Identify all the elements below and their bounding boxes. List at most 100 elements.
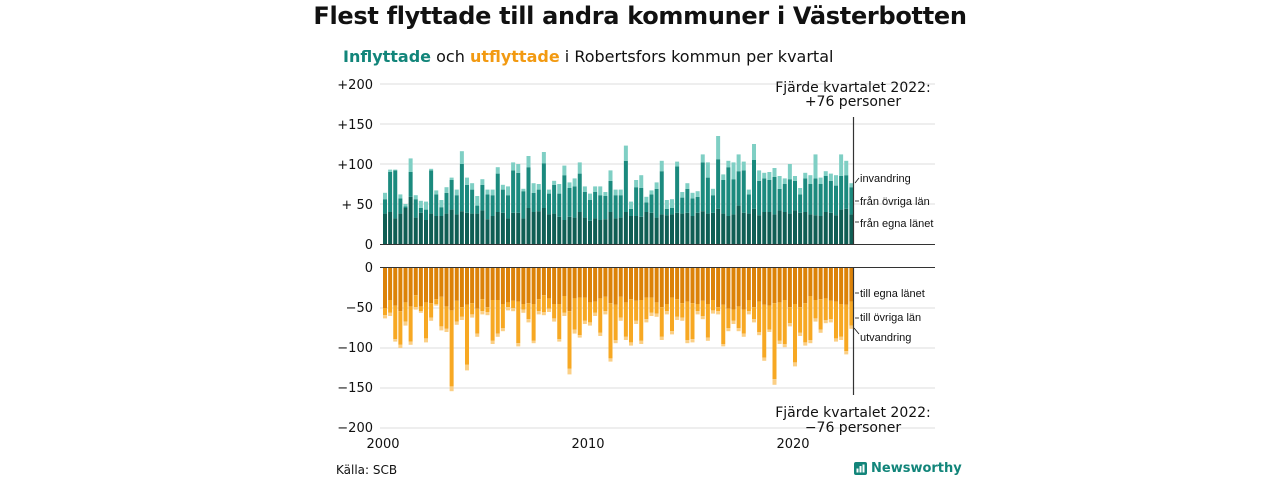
bar-in-other — [767, 180, 772, 212]
bar-in-emigration — [521, 188, 526, 192]
bar-out-other — [808, 296, 813, 340]
bar-in-emigration — [588, 193, 592, 200]
bar-out-emigration — [844, 351, 849, 355]
bar-in-other — [639, 188, 644, 217]
bar-out-emigration — [623, 336, 628, 340]
bar-out-other — [762, 304, 767, 358]
bar-out-other — [777, 302, 782, 341]
bar-out-county — [470, 268, 475, 304]
bar-out-county — [685, 268, 690, 302]
bar-out-county — [700, 268, 705, 301]
bar-out-county — [675, 268, 680, 300]
bar-in-other — [680, 197, 685, 214]
bar-in-county — [577, 212, 582, 244]
bar-out-other — [562, 296, 567, 313]
label-utvandring: utvandring — [860, 332, 911, 344]
bar-out-other — [716, 307, 721, 312]
bottom-y-tick: −150 — [337, 381, 373, 396]
bar-in-emigration — [465, 177, 469, 185]
bar-in-other — [629, 208, 633, 216]
bar-in-county — [383, 213, 387, 244]
bar-in-county — [828, 212, 833, 244]
bar-out-emigration — [741, 333, 746, 337]
bar-in-emigration — [459, 151, 464, 164]
bar-out-emigration — [664, 311, 669, 315]
bar-out-county — [746, 268, 751, 300]
bar-in-emigration — [762, 172, 767, 179]
bar-in-county — [711, 212, 715, 244]
bar-out-county — [516, 268, 521, 302]
bar-in-other — [424, 209, 428, 220]
bar-out-other — [726, 308, 731, 328]
bar-out-county — [572, 268, 577, 299]
bar-in-emigration — [654, 182, 659, 189]
bar-out-other — [603, 296, 608, 312]
bar-out-other — [403, 302, 408, 322]
bar-out-county — [793, 268, 797, 304]
bar-out-emigration — [511, 308, 516, 312]
bar-in-emigration — [475, 196, 480, 206]
bar-out-emigration — [675, 316, 680, 320]
bar-in-other — [736, 171, 741, 206]
bar-in-emigration — [711, 188, 715, 196]
bar-in-other — [500, 189, 505, 213]
bar-out-emigration — [690, 339, 695, 343]
bar-out-emigration — [649, 312, 654, 316]
bar-out-emigration — [552, 318, 557, 322]
bar-in-county — [398, 213, 403, 244]
bar-in-emigration — [485, 189, 490, 195]
bar-out-county — [736, 268, 741, 307]
bar-in-other — [828, 180, 833, 213]
bar-in-county — [757, 215, 762, 244]
bar-out-emigration — [582, 320, 587, 324]
bar-in-other — [603, 196, 608, 220]
bar-in-county — [449, 209, 454, 244]
bar-out-emigration — [485, 312, 490, 316]
bar-in-emigration — [562, 165, 567, 176]
bar-out-county — [731, 268, 736, 310]
bar-out-other — [506, 302, 510, 308]
bar-in-county — [485, 219, 490, 244]
bar-in-emigration — [608, 170, 613, 181]
bar-out-emigration — [736, 328, 741, 332]
bar-out-emigration — [629, 342, 633, 346]
bar-out-county — [521, 268, 526, 304]
bar-in-county — [413, 217, 418, 244]
bar-out-other — [598, 298, 603, 333]
bar-out-other — [557, 304, 562, 340]
bar-out-emigration — [757, 332, 762, 336]
bar-out-county — [664, 268, 669, 304]
bar-out-other — [572, 298, 577, 330]
bar-out-county — [823, 268, 828, 299]
bar-in-other — [562, 175, 567, 220]
bar-in-other — [752, 160, 756, 209]
bar-in-emigration — [772, 168, 777, 177]
bar-out-emigration — [408, 341, 413, 345]
bar-in-emigration — [490, 189, 495, 196]
bar-out-county — [567, 268, 572, 312]
bar-out-other — [516, 301, 521, 344]
bar-in-county — [639, 216, 644, 244]
bar-out-emigration — [731, 320, 736, 324]
bar-out-other — [429, 303, 434, 318]
bar-in-other — [577, 173, 582, 212]
bar-out-emigration — [516, 343, 521, 347]
label-fran-ovriga-lan: från övriga län — [860, 196, 930, 208]
bar-in-county — [849, 214, 854, 244]
bar-out-county — [634, 268, 639, 301]
bar-in-other — [495, 173, 500, 212]
bar-in-emigration — [541, 152, 546, 164]
bar-out-county — [454, 268, 459, 301]
bar-out-emigration — [695, 311, 700, 315]
bar-out-other — [629, 299, 633, 343]
bar-out-county — [495, 268, 500, 300]
bar-out-other — [434, 299, 439, 304]
bar-out-emigration — [449, 386, 454, 392]
bar-out-emigration — [639, 340, 644, 344]
bar-out-emigration — [767, 329, 772, 332]
bar-out-emigration — [526, 319, 531, 323]
bar-out-county — [536, 268, 541, 300]
bar-in-county — [536, 211, 541, 244]
bar-in-emigration — [844, 160, 849, 176]
bar-in-emigration — [839, 154, 844, 176]
